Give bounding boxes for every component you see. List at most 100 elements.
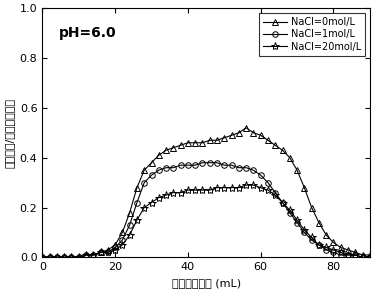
NaCl=1mol/L bbox=[69, 256, 74, 259]
Line: NaCl=0mol/L: NaCl=0mol/L bbox=[40, 125, 373, 260]
NaCl=20mol/L bbox=[178, 191, 183, 194]
NaCl=1mol/L bbox=[295, 221, 299, 224]
NaCl=1mol/L bbox=[128, 223, 132, 227]
NaCl=1mol/L bbox=[309, 238, 314, 242]
Line: NaCl=1mol/L: NaCl=1mol/L bbox=[40, 160, 373, 260]
Y-axis label: 出水浓度/初始进水浓度: 出水浓度/初始进水浓度 bbox=[4, 98, 14, 168]
NaCl=1mol/L bbox=[273, 191, 278, 194]
NaCl=1mol/L bbox=[91, 253, 95, 257]
NaCl=1mol/L bbox=[40, 256, 45, 259]
NaCl=1mol/L bbox=[193, 164, 197, 167]
NaCl=0mol/L bbox=[69, 256, 74, 259]
NaCl=0mol/L bbox=[266, 138, 270, 142]
NaCl=0mol/L bbox=[193, 141, 197, 145]
NaCl=20mol/L bbox=[237, 186, 241, 190]
NaCl=0mol/L bbox=[120, 231, 125, 234]
NaCl=0mol/L bbox=[244, 126, 248, 130]
NaCl=1mol/L bbox=[368, 256, 372, 259]
NaCl=20mol/L bbox=[142, 206, 147, 209]
NaCl=1mol/L bbox=[113, 246, 117, 249]
NaCl=20mol/L bbox=[360, 256, 365, 259]
NaCl=0mol/L bbox=[280, 149, 285, 152]
NaCl=0mol/L bbox=[338, 246, 343, 249]
NaCl=1mol/L bbox=[266, 181, 270, 184]
NaCl=20mol/L bbox=[353, 253, 358, 257]
NaCl=20mol/L bbox=[164, 193, 168, 197]
NaCl=20mol/L bbox=[324, 246, 328, 249]
NaCl=0mol/L bbox=[62, 256, 67, 259]
NaCl=20mol/L bbox=[62, 256, 67, 259]
NaCl=20mol/L bbox=[222, 186, 227, 190]
NaCl=0mol/L bbox=[142, 168, 147, 172]
NaCl=0mol/L bbox=[149, 161, 154, 164]
NaCl=1mol/L bbox=[353, 253, 358, 257]
NaCl=1mol/L bbox=[142, 181, 147, 184]
NaCl=20mol/L bbox=[91, 253, 95, 257]
NaCl=20mol/L bbox=[105, 251, 110, 254]
NaCl=1mol/L bbox=[360, 256, 365, 259]
NaCl=20mol/L bbox=[331, 248, 336, 252]
NaCl=1mol/L bbox=[331, 251, 336, 254]
NaCl=0mol/L bbox=[208, 138, 212, 142]
NaCl=20mol/L bbox=[368, 256, 372, 259]
Line: NaCl=20mol/L: NaCl=20mol/L bbox=[38, 181, 374, 262]
X-axis label: 出水累积体积 (mL): 出水累积体积 (mL) bbox=[172, 278, 240, 288]
NaCl=1mol/L bbox=[251, 168, 256, 172]
NaCl=20mol/L bbox=[193, 188, 197, 192]
NaCl=0mol/L bbox=[105, 248, 110, 252]
NaCl=0mol/L bbox=[186, 141, 190, 145]
NaCl=1mol/L bbox=[338, 253, 343, 257]
NaCl=20mol/L bbox=[244, 183, 248, 187]
NaCl=1mol/L bbox=[208, 161, 212, 164]
NaCl=20mol/L bbox=[47, 256, 52, 259]
NaCl=0mol/L bbox=[215, 138, 219, 142]
NaCl=20mol/L bbox=[135, 218, 139, 222]
NaCl=20mol/L bbox=[280, 201, 285, 204]
NaCl=1mol/L bbox=[47, 256, 52, 259]
NaCl=0mol/L bbox=[258, 133, 263, 137]
NaCl=1mol/L bbox=[178, 164, 183, 167]
NaCl=20mol/L bbox=[251, 183, 256, 187]
NaCl=20mol/L bbox=[208, 188, 212, 192]
NaCl=0mol/L bbox=[237, 131, 241, 135]
NaCl=20mol/L bbox=[229, 186, 234, 190]
NaCl=0mol/L bbox=[273, 143, 278, 147]
NaCl=0mol/L bbox=[288, 156, 292, 159]
NaCl=0mol/L bbox=[128, 211, 132, 214]
NaCl=1mol/L bbox=[237, 166, 241, 169]
NaCl=0mol/L bbox=[229, 133, 234, 137]
NaCl=0mol/L bbox=[317, 221, 321, 224]
NaCl=0mol/L bbox=[157, 154, 161, 157]
NaCl=20mol/L bbox=[55, 256, 59, 259]
NaCl=1mol/L bbox=[302, 231, 307, 234]
NaCl=1mol/L bbox=[171, 166, 175, 169]
NaCl=0mol/L bbox=[84, 253, 88, 257]
NaCl=0mol/L bbox=[164, 149, 168, 152]
NaCl=0mol/L bbox=[76, 256, 81, 259]
NaCl=20mol/L bbox=[84, 253, 88, 257]
NaCl=20mol/L bbox=[288, 208, 292, 212]
NaCl=1mol/L bbox=[157, 168, 161, 172]
NaCl=1mol/L bbox=[120, 238, 125, 242]
NaCl=0mol/L bbox=[47, 256, 52, 259]
NaCl=20mol/L bbox=[309, 236, 314, 239]
NaCl=20mol/L bbox=[69, 256, 74, 259]
NaCl=1mol/L bbox=[258, 173, 263, 177]
NaCl=20mol/L bbox=[295, 218, 299, 222]
NaCl=0mol/L bbox=[295, 168, 299, 172]
NaCl=20mol/L bbox=[171, 191, 175, 194]
NaCl=1mol/L bbox=[288, 211, 292, 214]
NaCl=0mol/L bbox=[309, 206, 314, 209]
NaCl=0mol/L bbox=[346, 248, 350, 252]
NaCl=20mol/L bbox=[76, 256, 81, 259]
NaCl=0mol/L bbox=[98, 251, 103, 254]
NaCl=20mol/L bbox=[149, 201, 154, 204]
NaCl=1mol/L bbox=[244, 166, 248, 169]
NaCl=1mol/L bbox=[76, 256, 81, 259]
NaCl=0mol/L bbox=[368, 253, 372, 257]
NaCl=20mol/L bbox=[113, 248, 117, 252]
NaCl=20mol/L bbox=[200, 188, 205, 192]
NaCl=1mol/L bbox=[164, 166, 168, 169]
NaCl=0mol/L bbox=[353, 251, 358, 254]
NaCl=1mol/L bbox=[186, 164, 190, 167]
